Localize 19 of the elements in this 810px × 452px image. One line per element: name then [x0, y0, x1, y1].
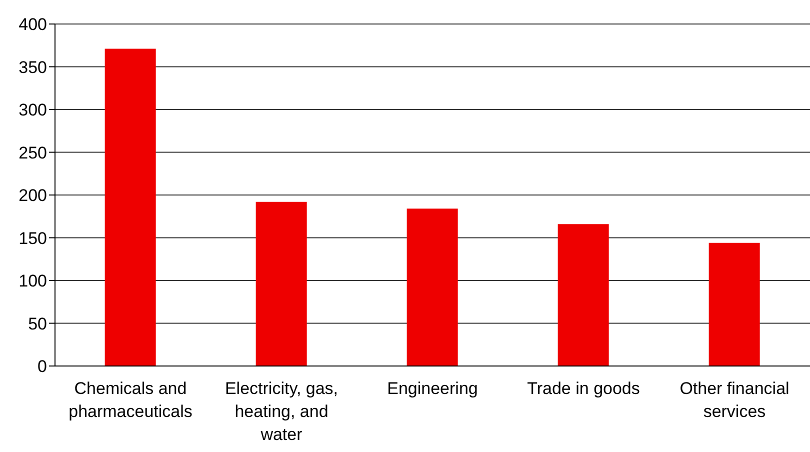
bar	[558, 224, 609, 366]
y-tick-label: 100	[18, 272, 47, 291]
y-tick-label: 0	[38, 357, 47, 376]
y-tick-label: 300	[18, 100, 47, 120]
x-tick-label: Chemicals and pharmaceuticals	[68, 379, 192, 421]
y-tick-label: 200	[18, 186, 47, 206]
bar	[708, 242, 760, 366]
x-tick-label: Electricity, gas, heating, and water	[224, 379, 338, 444]
bar	[406, 208, 458, 366]
x-tick-label: Engineering	[387, 379, 478, 398]
x-tick-label: Other financial services	[680, 379, 790, 421]
y-tick-label: 150	[18, 228, 47, 248]
x-tick-label: Trade in goods	[527, 379, 640, 398]
y-tick-label: 250	[18, 143, 47, 162]
bar	[104, 48, 156, 366]
y-tick-label: 50	[28, 314, 47, 334]
y-tick-label: 400	[18, 15, 47, 34]
y-tick-label: 350	[18, 58, 47, 77]
bar	[256, 202, 307, 366]
